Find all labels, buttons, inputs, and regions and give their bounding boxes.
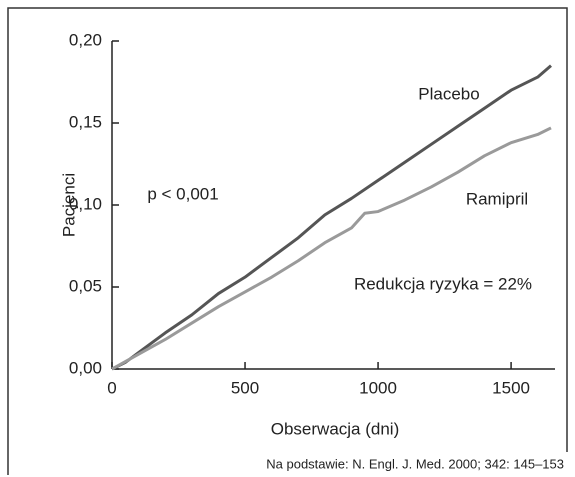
- series-line: [111, 126, 552, 371]
- y-tick-label: 0,20: [69, 30, 102, 49]
- y-tick-label: 0,00: [69, 358, 102, 377]
- y-tick-label: 0,10: [69, 194, 102, 213]
- x-tick-label: 0: [107, 378, 116, 397]
- source-note: Na podstawie: N. Engl. J. Med. 2000; 342…: [266, 456, 564, 471]
- y-tick-label: 0,05: [69, 276, 102, 295]
- x-axis-label: Obserwacja (dni): [271, 419, 400, 438]
- series-label: Ramipril: [466, 189, 528, 208]
- y-tick-label: 0,15: [69, 112, 102, 131]
- annotation: p < 0,001: [147, 184, 218, 203]
- series-line: [111, 64, 552, 371]
- frame: [7, 7, 568, 475]
- x-tick-label: 1500: [492, 378, 530, 397]
- y-axis-label: Pacjenci: [59, 173, 78, 237]
- annotation: Redukcja ryzyka = 22%: [354, 274, 532, 293]
- x-tick-label: 1000: [359, 378, 397, 397]
- series-label: Placebo: [418, 84, 479, 103]
- x-tick-label: 500: [231, 378, 259, 397]
